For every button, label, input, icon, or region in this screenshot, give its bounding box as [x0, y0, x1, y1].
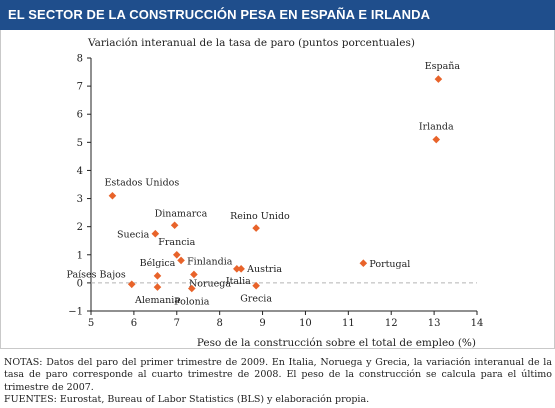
data-point-label: Italia: [226, 276, 251, 287]
x-tick-label: 5: [88, 318, 94, 329]
x-tick-label: 7: [174, 318, 180, 329]
x-axis-title: Peso de la construcción sobre el total d…: [197, 337, 476, 348]
x-tick-label: 6: [131, 318, 137, 329]
data-point-label: Grecia: [240, 294, 272, 305]
y-tick-label: 3: [77, 194, 83, 205]
data-point-marker: [108, 191, 117, 200]
data-point-marker: [252, 281, 260, 290]
data-point-marker: [434, 75, 443, 83]
y-tick-label: 0: [77, 278, 83, 289]
y-tick-label: 1: [77, 250, 83, 261]
data-point-label: Noruega: [189, 278, 231, 289]
data-point-marker: [172, 250, 181, 259]
x-tick-label: 13: [428, 318, 441, 329]
data-point-marker: [153, 283, 162, 291]
data-point-label: Estados Unidos: [104, 178, 179, 189]
y-tick-label: 2: [77, 222, 83, 233]
x-tick-label: 12: [385, 318, 398, 329]
data-point-label: Bélgica: [140, 258, 176, 269]
y-tick-label: −1: [68, 307, 83, 318]
data-point-marker: [233, 265, 241, 273]
notes-section: NOTAS: Datos del paro del primer trimest…: [4, 357, 552, 406]
data-point-label: Alemania: [134, 295, 180, 306]
sources-text: FUENTES: Eurostat, Bureau of Labor Stati…: [4, 393, 370, 405]
data-point-marker: [252, 224, 260, 232]
data-point-label: Polonia: [174, 297, 210, 308]
data-point-label: Francia: [158, 237, 195, 248]
y-tick-label: 8: [77, 54, 83, 65]
data-point-marker: [127, 280, 136, 289]
x-tick-label: 8: [216, 318, 222, 329]
scatter-chart: Variación interanual de la tasa de paro …: [66, 37, 483, 348]
data-point-marker: [359, 259, 368, 268]
data-point-marker: [432, 135, 441, 144]
y-tick-label: 4: [77, 166, 83, 177]
data-point-marker: [170, 221, 179, 230]
data-point-label: Austria: [246, 264, 282, 275]
data-point-label: Países Bajos: [66, 269, 125, 280]
x-tick-label: 14: [471, 318, 484, 329]
data-point-label: Irlanda: [419, 122, 454, 133]
notes-text: NOTAS: Datos del paro del primer trimest…: [4, 357, 552, 393]
y-tick-label: 6: [77, 110, 83, 121]
data-point-label: Dinamarca: [155, 208, 208, 219]
chart-title: EL SECTOR DE LA CONSTRUCCIÓN PESA EN ESP…: [8, 7, 431, 22]
data-point-label: Reino Unido: [230, 211, 290, 222]
data-point-label: Finlandia: [187, 256, 233, 267]
x-tick-label: 11: [342, 318, 355, 329]
data-point-label: Portugal: [369, 259, 410, 270]
data-point-label: Suecia: [117, 230, 150, 241]
chart-panel: [0, 30, 555, 349]
x-tick-label: 9: [259, 318, 265, 329]
data-point-marker: [187, 284, 196, 293]
data-point-marker: [190, 270, 198, 279]
data-point-marker: [153, 272, 162, 280]
chart-header-bar: EL SECTOR DE LA CONSTRUCCIÓN PESA EN ESP…: [0, 0, 555, 30]
x-tick-label: 10: [299, 318, 312, 329]
data-point-marker: [177, 256, 185, 265]
y-axis-title: Variación interanual de la tasa de paro …: [87, 37, 415, 49]
y-tick-label: 7: [77, 82, 83, 93]
data-point-label: España: [425, 61, 461, 72]
y-tick-label: 5: [77, 138, 83, 149]
data-point-marker: [237, 265, 245, 273]
data-marks-group: España Irlanda Estados Unidos Dinamarca Rein…: [66, 61, 460, 307]
data-point-marker: [151, 229, 160, 238]
